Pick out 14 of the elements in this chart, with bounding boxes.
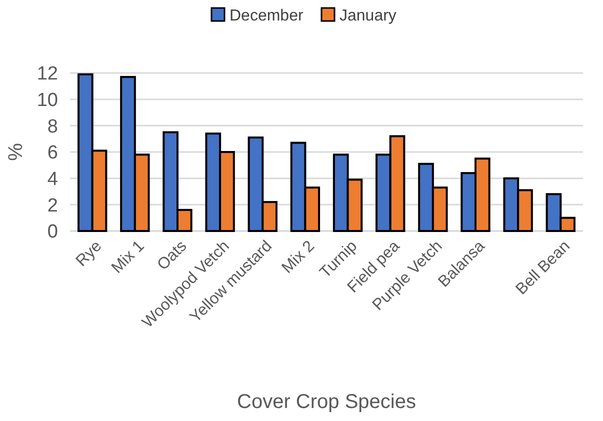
y-tick-label: 8: [47, 116, 58, 138]
x-tick-label: Rye: [73, 238, 106, 270]
y-tick-label: 6: [47, 142, 58, 164]
x-tick-label: Mix 1: [108, 238, 148, 277]
y-tick-label: 10: [36, 90, 58, 111]
y-tick-label: 2: [47, 195, 58, 216]
x-axis-title: Cover Crop Species: [237, 391, 416, 413]
y-tick-label: 4: [47, 168, 58, 190]
y-tick-label: 0: [47, 222, 58, 243]
y-axis-title: %: [5, 142, 27, 161]
y-tick-label: 12: [36, 64, 58, 85]
legend-label: January: [340, 8, 396, 25]
x-tick-label: Mix 2: [278, 238, 318, 277]
legend-label: December: [230, 8, 304, 25]
